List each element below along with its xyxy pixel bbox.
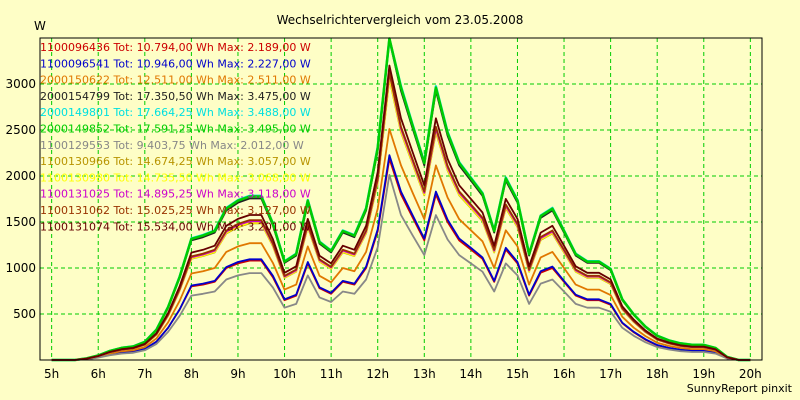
x-tick-label: 6h bbox=[91, 367, 106, 381]
legend-total: Tot: 15.025,25 Wh bbox=[112, 204, 217, 217]
legend-total: Tot: 12.511,00 Wh bbox=[112, 74, 217, 87]
y-tick-label: 1500 bbox=[5, 215, 36, 229]
legend-max: Max: 3.127,00 W bbox=[217, 204, 310, 217]
x-tick-label: 13h bbox=[413, 367, 436, 381]
x-tick-label: 7h bbox=[137, 367, 152, 381]
plot-frame bbox=[39, 37, 763, 361]
legend-max: Max: 3.057,00 W bbox=[217, 155, 310, 168]
legend-entry: 2000150622 Tot: 12.511,00 Wh Max: 2.511,… bbox=[40, 74, 311, 87]
y-tick-label: 2500 bbox=[5, 123, 36, 137]
x-tick-label: 8h bbox=[184, 367, 199, 381]
series-line-2000150622 bbox=[51, 128, 751, 361]
legend-max: Max: 3.495,00 W bbox=[217, 123, 310, 136]
x-tick-label: 20h bbox=[739, 367, 762, 381]
legend-serial: 1100096541 bbox=[40, 57, 113, 70]
legend-serial: 1100131062 bbox=[40, 204, 113, 217]
legend-serial: 1100129553 bbox=[40, 139, 113, 152]
x-tick-label: 9h bbox=[230, 367, 245, 381]
series-lines bbox=[51, 37, 751, 362]
legend-total: Tot: 14.895,25 Wh bbox=[112, 188, 217, 201]
legend-max: Max: 2.227,00 W bbox=[217, 57, 310, 70]
series-line-1100131074 bbox=[51, 64, 751, 361]
legend-max: Max: 3.201,00 W bbox=[217, 220, 310, 233]
y-tick-label: 3000 bbox=[5, 77, 36, 91]
x-tick-label: 16h bbox=[553, 367, 576, 381]
legend-entry: 1100129553 Tot: 9.403,75 Wh Max: 2.012,0… bbox=[40, 139, 304, 152]
legend-serial: 2000150622 bbox=[40, 74, 113, 87]
series-line-2000149852 bbox=[51, 37, 751, 362]
legend-max: Max: 2.012,00 W bbox=[210, 139, 303, 152]
legend-entry: 1100130980 Tot: 14.735,50 Wh Max: 3.068,… bbox=[40, 171, 311, 184]
y-tick-label: 1000 bbox=[5, 261, 36, 275]
legend-serial: 1100130980 bbox=[40, 171, 113, 184]
x-tick-label: 5h bbox=[44, 367, 59, 381]
legend-max: Max: 2.189,00 W bbox=[217, 41, 310, 54]
legend-total: Tot: 14.735,50 Wh bbox=[112, 171, 217, 184]
x-tick-label: 10h bbox=[273, 367, 296, 381]
legend-max: Max: 3.118,00 W bbox=[217, 188, 310, 201]
legend-max: Max: 3.475,00 W bbox=[217, 90, 310, 103]
series-line-1100096541 bbox=[51, 154, 751, 361]
legend-serial: 1100131074 bbox=[40, 220, 113, 233]
legend-max: Max: 2.511,00 W bbox=[217, 74, 310, 87]
legend-serial: 2000149852 bbox=[40, 123, 113, 136]
legend-serial: 2000149801 bbox=[40, 106, 113, 119]
legend-total: Tot: 9.403,75 Wh bbox=[112, 139, 210, 152]
legend-entry: 1100131025 Tot: 14.895,25 Wh Max: 3.118,… bbox=[40, 188, 311, 201]
y-axis-label: W bbox=[34, 19, 46, 33]
legend-entry: 2000154799 Tot: 17.350,50 Wh Max: 3.475,… bbox=[40, 90, 311, 103]
legend-total: Tot: 17.664,25 Wh bbox=[112, 106, 217, 119]
legend-total: Tot: 10.946,00 Wh bbox=[112, 57, 217, 70]
x-tick-label: 11h bbox=[320, 367, 343, 381]
chart-title: Wechselrichtervergleich vom 23.05.2008 bbox=[277, 13, 524, 27]
series-line-1100129553 bbox=[51, 173, 751, 361]
x-tick-label: 12h bbox=[366, 367, 389, 381]
legend-serial: 1100096436 bbox=[40, 41, 113, 54]
x-ticks: 5h 6h 7h 8h 9h 10h 11h 12h 13h 14h 15h 16h 17h 18h 19h… bbox=[44, 367, 762, 381]
legend: 1100096436 Tot: 10.794,00 Wh Max: 2.189,… bbox=[40, 41, 311, 233]
legend-entry: 1100130966 Tot: 14.674,25 Wh Max: 3.057,… bbox=[40, 155, 311, 168]
legend-serial: 2000154799 bbox=[40, 90, 113, 103]
legend-max: Max: 3.068,00 W bbox=[217, 171, 310, 184]
legend-total: Tot: 17.350,50 Wh bbox=[112, 90, 217, 103]
x-tick-label: 15h bbox=[506, 367, 529, 381]
legend-entry: 1100131062 Tot: 15.025,25 Wh Max: 3.127,… bbox=[40, 204, 311, 217]
legend-total: Tot: 14.674,25 Wh bbox=[112, 155, 217, 168]
legend-entry: 1100096541 Tot: 10.946,00 Wh Max: 2.227,… bbox=[40, 57, 311, 70]
legend-serial: 1100130966 bbox=[40, 155, 113, 168]
legend-entry: 2000149801 Tot: 17.664,25 Wh Max: 3.488,… bbox=[40, 106, 311, 119]
legend-serial: 1100131025 bbox=[40, 188, 113, 201]
legend-max: Max: 3.488,00 W bbox=[217, 106, 310, 119]
y-tick-label: 2000 bbox=[5, 169, 36, 183]
legend-total: Tot: 17.591,25 Wh bbox=[112, 123, 217, 136]
legend-total: Tot: 10.794,00 Wh bbox=[112, 41, 217, 54]
x-tick-label: 14h bbox=[459, 367, 482, 381]
legend-entry: 1100096436 Tot: 10.794,00 Wh Max: 2.189,… bbox=[40, 41, 311, 54]
y-tick-label: 500 bbox=[13, 307, 36, 321]
legend-entry: 1100131074 Tot: 15.534,00 Wh Max: 3.201,… bbox=[40, 220, 311, 233]
x-tick-label: 18h bbox=[646, 367, 669, 381]
y-ticks: 500 1000 1500 2000 2500 3000 bbox=[5, 77, 36, 321]
legend-total: Tot: 15.534,00 Wh bbox=[112, 220, 217, 233]
x-tick-label: 17h bbox=[599, 367, 622, 381]
footer-credit: SunnyReport pinxit bbox=[687, 382, 793, 395]
x-tick-label: 19h bbox=[692, 367, 715, 381]
legend-entry: 2000149852 Tot: 17.591,25 Wh Max: 3.495,… bbox=[40, 123, 311, 136]
